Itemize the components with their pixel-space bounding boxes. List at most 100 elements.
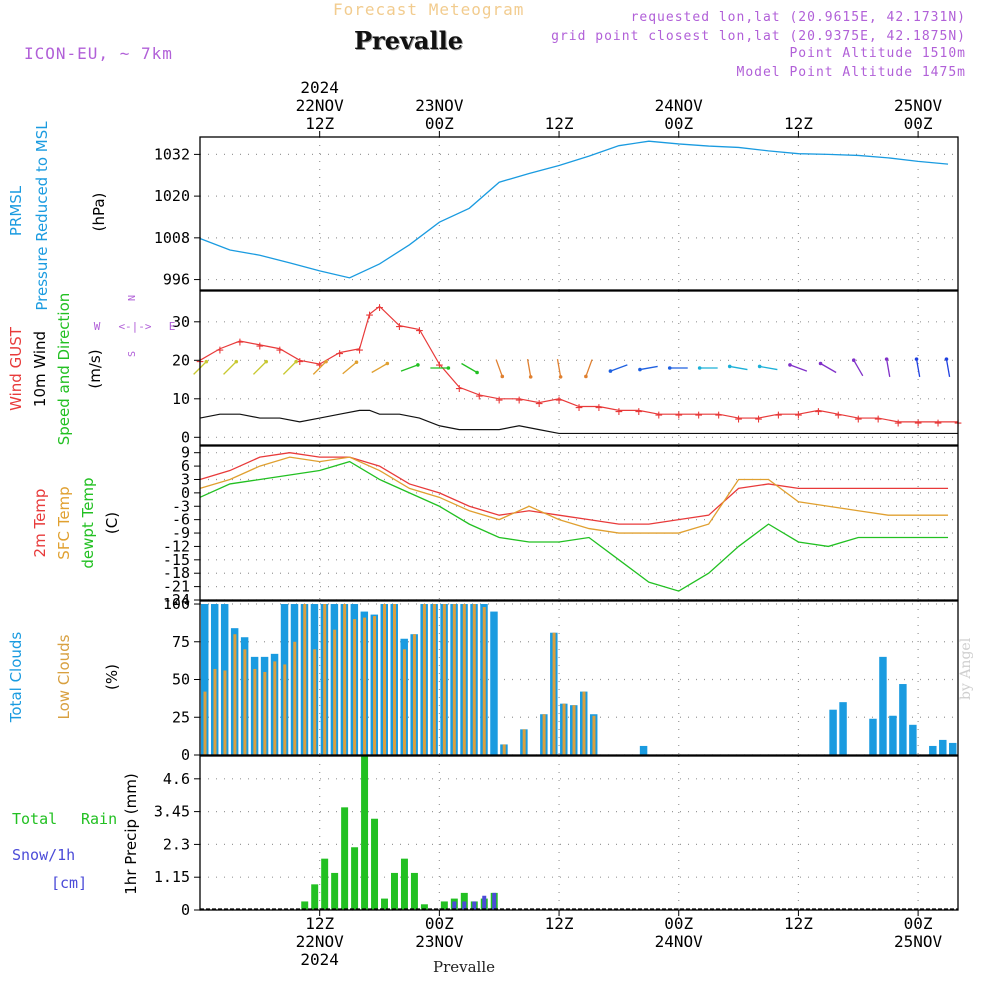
low-cloud-bar (482, 607, 486, 755)
rain-bar (381, 898, 388, 910)
rain-bar (301, 901, 309, 910)
snow-bar (492, 892, 497, 910)
top-time-label: 24NOV (655, 96, 704, 115)
gust-marker: + (366, 308, 374, 323)
wind-direction-arrow (945, 359, 951, 377)
gust-line (199, 305, 958, 423)
wind-direction-arrow (915, 359, 921, 377)
rain-bar (440, 901, 448, 910)
gust-marker: + (416, 324, 424, 339)
low-cloud-bar (552, 632, 556, 755)
y-tick-label: 50 (172, 671, 190, 689)
gust-marker: + (435, 358, 443, 373)
gust-marker: + (814, 404, 822, 419)
panel-precip: 0 1.15 2.3 3.45 4.6 (154, 755, 959, 919)
top-time-label: 22NOV (296, 96, 345, 115)
y-tick-label: -18 (163, 564, 190, 582)
gust-marker: + (575, 401, 583, 416)
wind-arrow-head (294, 359, 298, 364)
wind-direction-arrow (342, 361, 357, 375)
gust-marker: + (735, 412, 743, 427)
precip-total-label: Total (12, 810, 57, 828)
low-cloud-bar (273, 661, 277, 755)
bottom-time-label: 2024 (300, 950, 339, 969)
wind-direction-arrow (729, 365, 748, 371)
wind-arrow-head (528, 375, 533, 379)
low-cloud-bar (223, 670, 227, 755)
gust-marker: + (715, 408, 723, 423)
y-tick-label: 4.6 (163, 770, 190, 788)
y-tick-label: 100 (163, 595, 190, 613)
gust-marker: + (336, 347, 344, 362)
low-cloud-bar (323, 604, 327, 755)
wind-direction-arrow (253, 361, 267, 375)
y-tick-label: -21 (163, 578, 190, 596)
gust-marker: + (775, 408, 783, 423)
low-cloud-bar (472, 604, 476, 755)
gust-marker: + (894, 416, 902, 431)
gust-marker: + (834, 408, 842, 423)
low-cloud-bar (402, 649, 406, 755)
bottom-time-label: 00Z (425, 914, 454, 933)
y-tick-label: 20 (172, 351, 190, 369)
top-time-label: 00Z (904, 114, 933, 133)
low-cloud-bar (293, 641, 297, 755)
wind-direction-arrow (282, 361, 297, 375)
top-time-label: 00Z (425, 114, 454, 133)
wind-arrow-head (446, 366, 451, 370)
compass-e: E (169, 320, 176, 333)
pressure-label-prmsl: PRMSL (7, 185, 25, 236)
low-cloud-bar (442, 604, 446, 755)
wind-line (199, 409, 958, 435)
snow-bar (462, 901, 467, 910)
grid-point-coords: grid point closest lon,lat (20.9375E, 42… (551, 29, 966, 44)
gust-marker: + (396, 320, 404, 335)
low-cloud-bar (343, 604, 347, 755)
y-tick-label: 25 (172, 708, 190, 726)
wind-arrow-head (608, 369, 613, 373)
gust-marker: + (316, 358, 324, 373)
low-cloud-bar (203, 691, 207, 755)
panel-clouds: 0 25 50 75 100 (163, 595, 959, 764)
sfc-temp-label: SFC Temp (55, 486, 73, 559)
low-cloud-bar (383, 604, 387, 755)
snow-bar (452, 901, 457, 910)
rain-bar (311, 884, 319, 910)
top-time-label: 12Z (305, 114, 334, 133)
total-cloud-bar (929, 745, 937, 755)
gust-marker: + (356, 343, 364, 358)
low-cloud-bar (412, 634, 416, 755)
wind-arrow-head (475, 370, 479, 375)
gust-marker: + (216, 343, 224, 358)
wind-arrow-head (788, 363, 792, 367)
y-tick-label: -3 (172, 497, 190, 515)
wind-speed-dir-label: Speed and Direction (55, 293, 73, 446)
top-time-label: 2024 (300, 78, 339, 97)
total-cloud-bar (889, 715, 897, 755)
wind-direction-arrow (461, 362, 478, 374)
low-cloud-bar (462, 604, 466, 755)
y-tick-label: 0 (181, 484, 190, 502)
panel-frame (199, 755, 959, 911)
wind-direction-arrow (400, 364, 419, 372)
gust-marker: + (495, 393, 503, 408)
wind-arrow-head (416, 363, 420, 367)
wind-arrow-head (851, 358, 856, 363)
gust-marker: + (695, 408, 703, 423)
wind-arrow-head (638, 367, 642, 372)
cloud-ylabel: (%) (103, 664, 121, 690)
snow-bar (482, 895, 487, 910)
gust-marker: + (555, 393, 563, 408)
requested-coords: requested lon,lat (20.9615E, 42.1731N) (630, 10, 966, 25)
wind-arrow-head (884, 357, 889, 361)
total-clouds-label: Total Clouds (7, 632, 25, 724)
y-tick-label: 1.15 (154, 868, 190, 886)
wind-10m-label: 10m Wind (31, 331, 49, 407)
low-cloud-bar (422, 604, 426, 755)
y-tick-label: 1008 (154, 229, 190, 247)
rain-bar (331, 872, 339, 910)
rain-bar (371, 818, 379, 910)
wind-direction-arrow (820, 362, 837, 374)
wind-arrow-head (558, 375, 563, 379)
